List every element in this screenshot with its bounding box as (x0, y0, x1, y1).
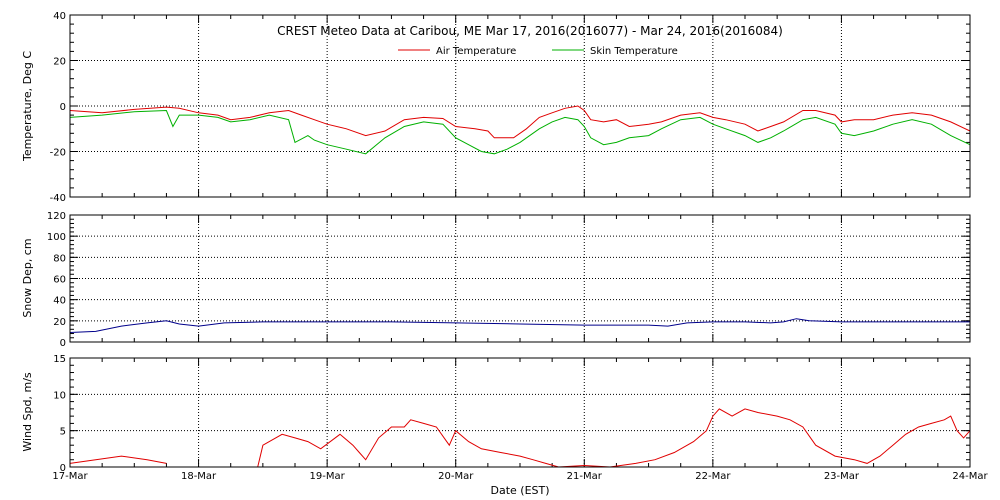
x-axis-label: Date (EST) (490, 484, 549, 497)
temperature-ytick-label: 40 (53, 11, 66, 22)
x-tick-label: 18-Mar (181, 471, 217, 482)
x-tick-label: 23-Mar (824, 471, 860, 482)
temperature-series-skin-temperature (69, 109, 971, 155)
legend: Air Temperature Skin Temperature (398, 46, 678, 57)
x-tick-label: 19-Mar (310, 471, 346, 482)
wind-panel: 15 10 5 0 (53, 354, 971, 474)
temperature-ytick-label: 0 (60, 102, 66, 113)
chart-title: CREST Meteo Data at Caribou, ME Mar 17, … (277, 24, 783, 38)
snow-ytick-label: 80 (53, 253, 66, 264)
temperature-ytick-label: -40 (50, 193, 66, 204)
temperature-series-air-temperature (69, 105, 971, 139)
snow-frame (69, 214, 971, 343)
temperature-ylabel: Temperature, Deg C (21, 51, 34, 162)
x-tick-label: 21-Mar (567, 471, 603, 482)
temperature-ytick-label: 20 (53, 57, 66, 68)
snow-ytick-label: 40 (53, 296, 66, 307)
wind-ylabel: Wind Spd, m/s (21, 372, 34, 452)
temperature-frame (69, 14, 971, 198)
snow-ytick-label: 120 (47, 211, 66, 222)
snow-series-0 (69, 318, 970, 333)
x-tick-label: 24-Mar (952, 471, 988, 482)
snow-ytick-label: 60 (53, 275, 66, 286)
legend-label-skin: Skin Temperature (590, 46, 678, 57)
x-tick-label: 20-Mar (438, 471, 474, 482)
snow-ylabel: Snow Dep, cm (21, 238, 34, 317)
wind-ytick-label: 0 (60, 463, 66, 474)
wind-ytick-label: 5 (60, 427, 66, 438)
wind-ytick-label: 10 (53, 390, 66, 401)
snow-ytick-label: 0 (60, 338, 66, 349)
x-tick-label: 22-Mar (695, 471, 731, 482)
wind-frame (69, 357, 971, 468)
snow-ytick-label: 100 (47, 232, 66, 243)
temperature-panel: 40 20 0 -20 -40 (50, 11, 971, 204)
wind-ytick-label: 15 (53, 354, 66, 365)
temperature-ytick-label: -20 (50, 148, 66, 159)
snow-ytick-label: 20 (53, 317, 66, 328)
x-tick-label: 17-Mar (52, 471, 88, 482)
legend-label-air: Air Temperature (436, 46, 516, 57)
snow-panel: 120 100 80 60 40 20 0 (47, 211, 971, 349)
wind-series-0 (69, 408, 971, 468)
